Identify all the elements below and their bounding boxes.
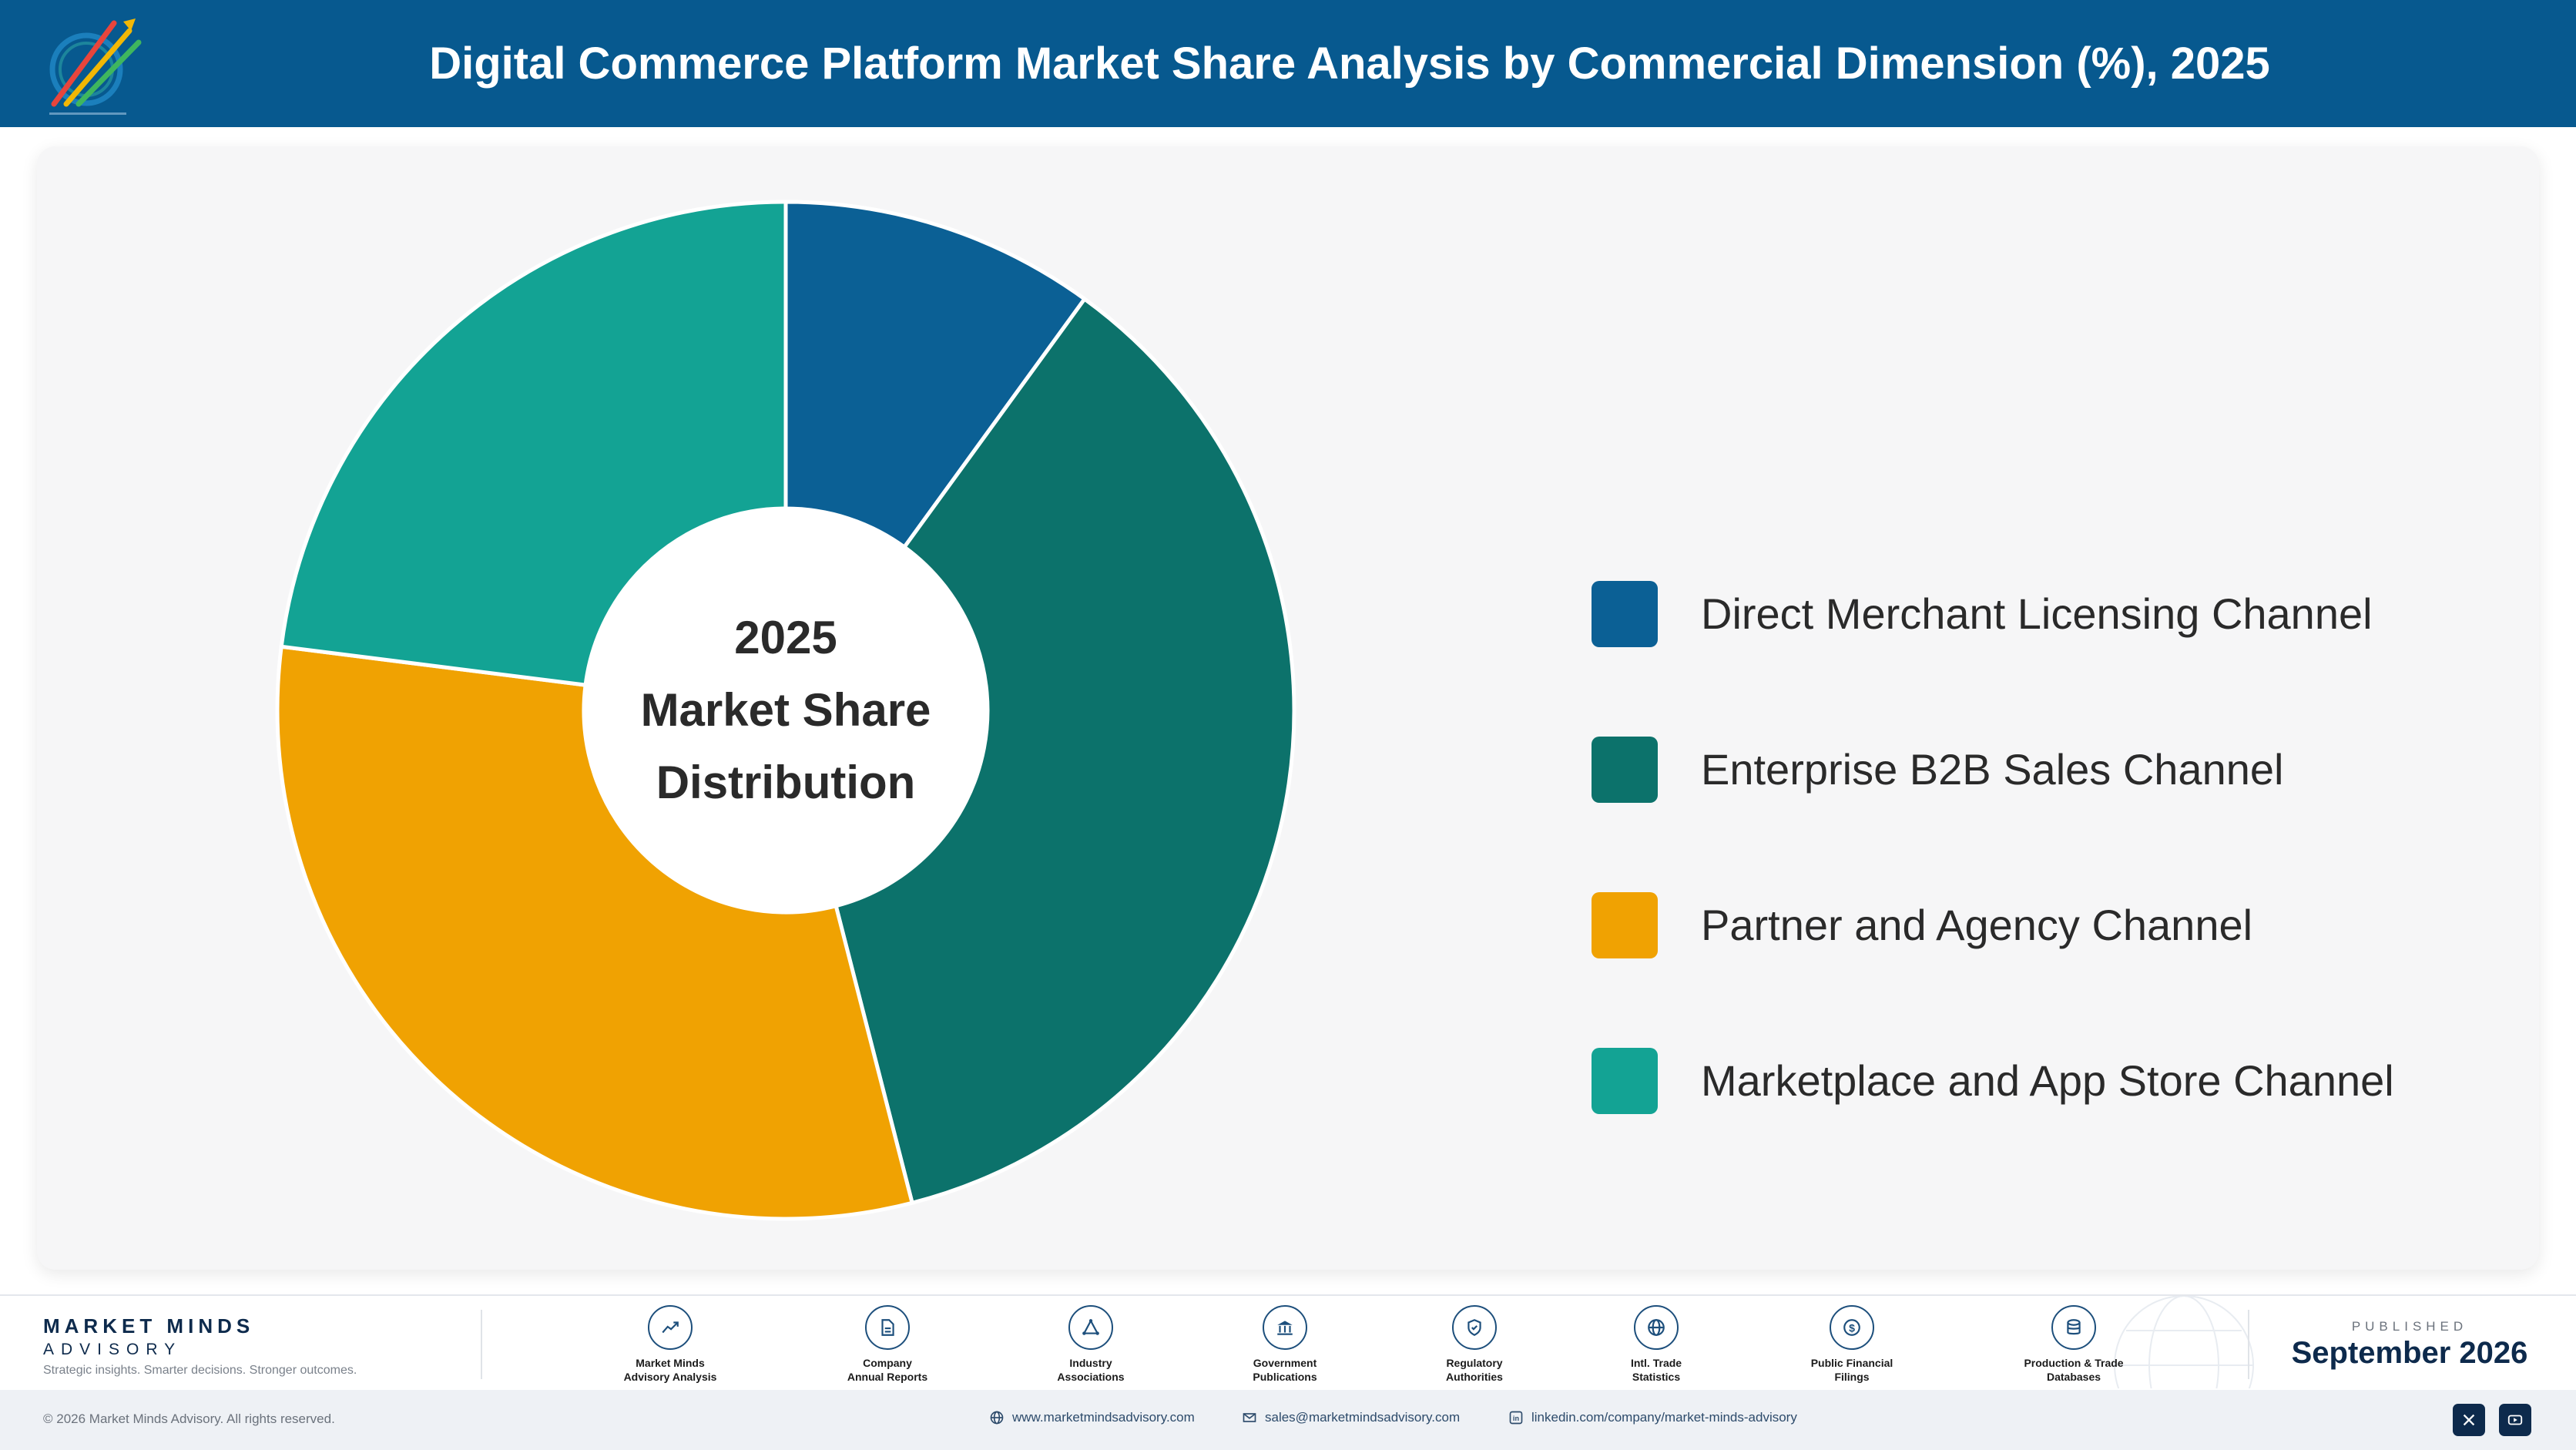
legend-item: Marketplace and App Store Channel [1592, 1045, 2516, 1114]
source-label-line2: Associations [1057, 1371, 1125, 1383]
email-link[interactable]: sales@marketmindsadvisory.com [1242, 1410, 1460, 1425]
legend-item: Direct Merchant Licensing Channel [1592, 578, 2516, 647]
linkedin-icon: in [1509, 1411, 1523, 1425]
donut-center-label: Market Share [641, 684, 931, 736]
copyright-text: © 2026 Market Minds Advisory. All rights… [43, 1411, 335, 1426]
source-item: Industry Associations [1014, 1305, 1168, 1384]
pie-slice-2 [834, 296, 1296, 1206]
svg-text:$: $ [1849, 1321, 1855, 1334]
source-item: Government Publications [1208, 1305, 1362, 1384]
government-building-icon [1263, 1305, 1307, 1350]
source-label-line2: Authorities [1446, 1371, 1503, 1383]
published-label: PUBLISHED [2351, 1319, 2468, 1334]
source-item: Regulatory Authorities [1397, 1305, 1551, 1384]
globe-icon [1634, 1305, 1679, 1350]
linkedin-text: linkedin.com/company/market-minds-adviso… [1531, 1410, 1797, 1425]
youtube-social-button[interactable] [2499, 1404, 2531, 1436]
network-icon [1068, 1305, 1113, 1350]
legend-swatch [1592, 581, 1658, 647]
globe-icon [990, 1411, 1004, 1425]
x-social-button[interactable] [2453, 1404, 2485, 1436]
chart-card: 2025 Market Share Distribution Direct Merc… [37, 146, 2539, 1270]
footer-divider [481, 1310, 482, 1379]
source-item: Market Minds Advisory Analysis [593, 1305, 747, 1384]
globe-watermark [2114, 1296, 2254, 1388]
website-text: www.marketmindsadvisory.com [1012, 1410, 1195, 1425]
footer: MARKET MINDS ADVISORY Strategic insights… [0, 1294, 2576, 1390]
legend-item: Partner and Agency Channel [1592, 889, 2516, 958]
legend-swatch [1592, 1048, 1658, 1114]
source-item: $ Public Financial Filings [1775, 1305, 1929, 1384]
page-title: Digital Commerce Platform Market Share A… [429, 39, 2270, 89]
legend-label: Partner and Agency Channel [1701, 901, 2253, 949]
source-label-line2: Databases [2046, 1371, 2101, 1383]
trend-chart-icon [648, 1305, 693, 1350]
header-bar: Digital Commerce Platform Market Share A… [0, 0, 2576, 127]
source-label-line1: Intl. Trade [1630, 1357, 1682, 1369]
legend-label: Direct Merchant Licensing Channel [1701, 589, 2373, 638]
published-date: September 2026 [2291, 1336, 2528, 1370]
donut-center-label: Distribution [656, 757, 916, 808]
legend-swatch [1592, 892, 1658, 958]
company-logo [49, 18, 142, 115]
source-item: Production & Trade Databases [1997, 1305, 2151, 1384]
source-label-line2: Publications [1253, 1371, 1317, 1383]
source-label-line2: Filings [1834, 1371, 1870, 1383]
youtube-icon [2507, 1415, 2523, 1425]
source-label-line1: Public Financial [1810, 1357, 1893, 1369]
svg-text:in: in [1513, 1415, 1520, 1422]
legend-swatch [1592, 737, 1658, 803]
legend-label: Enterprise B2B Sales Channel [1701, 745, 2284, 794]
website-link[interactable]: www.marketmindsadvisory.com [989, 1410, 1195, 1425]
document-icon [865, 1305, 910, 1350]
shield-check-icon [1452, 1305, 1497, 1350]
source-label-line2: Advisory Analysis [623, 1371, 717, 1383]
source-label-line2: Annual Reports [847, 1371, 928, 1383]
legend-label: Marketplace and App Store Channel [1701, 1056, 2394, 1105]
donut-chart: 2025 Market Share Distribution [275, 200, 1296, 1221]
brand-subtitle: ADVISORY [43, 1341, 183, 1358]
legend-item: Enterprise B2B Sales Channel [1592, 733, 2516, 803]
brand-name: MARKET MINDS [43, 1314, 255, 1338]
mail-icon [1243, 1413, 1256, 1422]
source-label-line1: Production & Trade [2024, 1357, 2124, 1369]
brand-tagline: Strategic insights. Smarter decisions. S… [43, 1364, 357, 1377]
email-text: sales@marketmindsadvisory.com [1265, 1410, 1461, 1425]
source-label-line1: Regulatory [1446, 1357, 1503, 1369]
source-item: Company Annual Reports [810, 1305, 964, 1384]
database-icon [2051, 1305, 2096, 1350]
source-label-line2: Statistics [1632, 1371, 1681, 1383]
donut-center [584, 509, 988, 912]
x-logo-icon [2463, 1414, 2475, 1426]
linkedin-link[interactable]: in linkedin.com/company/market-minds-adv… [1508, 1410, 1797, 1425]
source-label-line1: Market Minds [636, 1357, 705, 1369]
footer-divider [2248, 1310, 2249, 1379]
source-label-line1: Industry [1069, 1357, 1112, 1369]
source-label-line1: Government [1253, 1357, 1317, 1369]
donut-center-label: 2025 [734, 612, 837, 663]
source-item: Intl. Trade Statistics [1579, 1305, 1733, 1384]
source-label-line1: Company [863, 1357, 912, 1369]
bottom-bar: © 2026 Market Minds Advisory. All rights… [0, 1390, 2576, 1450]
dollar-coin-icon: $ [1830, 1305, 1874, 1350]
